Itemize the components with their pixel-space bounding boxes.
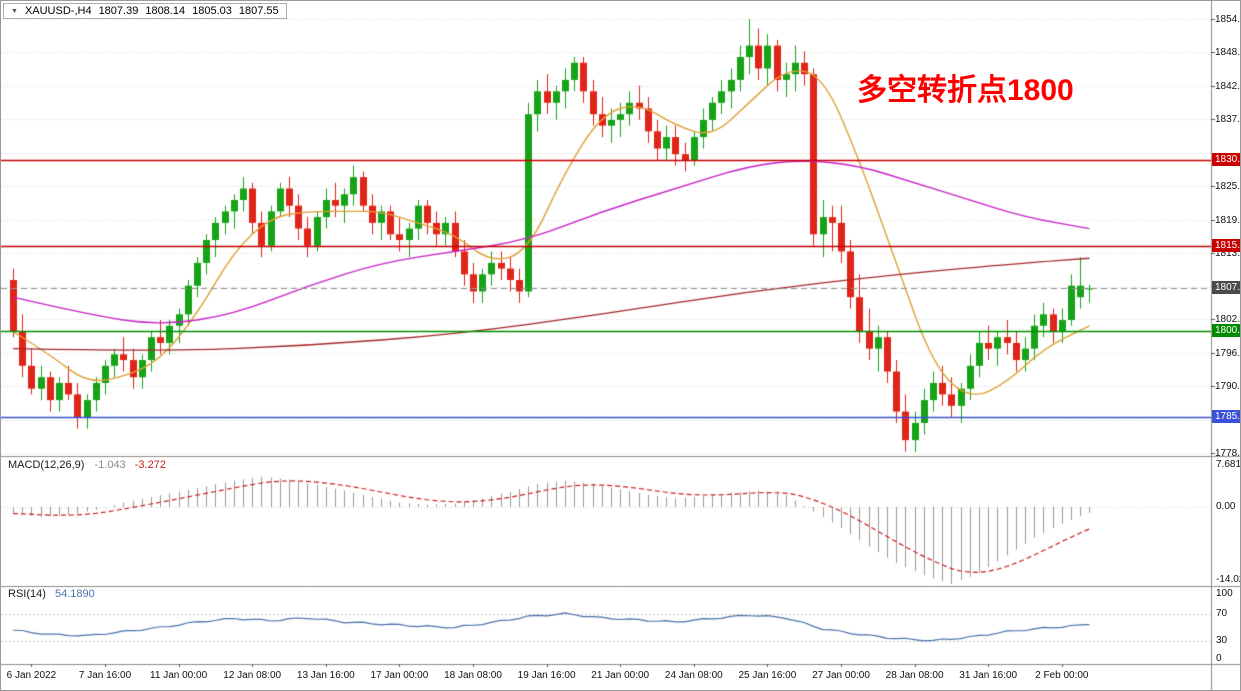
symbol-timeframe-label: XAUUSD-,H4 [24,5,92,17]
price-line-badge: 1785.00 [1212,410,1240,424]
price-tick-label: 1842.95 [1215,80,1241,92]
close-value: 1807.55 [238,5,279,17]
price-tick-label: 1854.65 [1215,14,1241,25]
ohlc-info-bar: ▼ XAUUSD-,H4 1807.39 1808.14 1805.03 180… [3,3,287,19]
price-tick-label: 1825.40 [1215,181,1241,193]
price-tick-label: 1848.80 [1215,47,1241,59]
open-value: 1807.39 [98,5,139,17]
annotation-text-object[interactable]: 多空转折点1800 [857,74,1074,107]
time-axis-label: 17 Jan 00:00 [370,670,429,681]
high-value: 1808.14 [145,5,186,17]
price-line-badge: 1800.00 [1212,324,1240,338]
time-axis-label: 18 Jan 08:00 [444,670,502,681]
time-axis-label: 6 Jan 2022 [6,670,57,681]
macd-signal-value: -3.272 [134,459,166,471]
time-axis-label: 12 Jan 08:00 [223,670,282,681]
macd-axis-min-label: -14.026 [1216,574,1240,585]
price-tick-label: 1790.45 [1215,381,1241,393]
time-axis-label: 7 Jan 16:00 [78,670,132,681]
price-tick-label: 1778.75 [1215,448,1241,459]
rsi-axis-70-label: 70 [1216,608,1228,619]
macd-indicator-label: MACD(12,26,9) -1.043 -3.272 [8,459,166,471]
rsi-name: RSI(14) [8,588,46,600]
price-line-badge: 1830.00 [1212,152,1240,166]
time-axis-label: 27 Jan 00:00 [812,670,870,681]
time-axis-label: 31 Jan 16:00 [959,670,1018,681]
time-axis-label: 24 Jan 08:00 [664,670,723,681]
collapse-chevron-icon[interactable]: ▼ [11,7,18,15]
rsi-value: 54.1890 [54,588,95,600]
macd-main-value: -1.043 [94,459,126,471]
macd-axis-zero-label: 0.00 [1216,501,1236,512]
time-axis-label: 13 Jan 16:00 [296,670,355,681]
time-axis-label: 25 Jan 16:00 [738,670,797,681]
price-line-badge: 1807.55 [1212,281,1240,295]
price-tick-label: 1819.55 [1215,214,1241,226]
rsi-axis-0-label: 0 [1216,653,1222,664]
low-value: 1805.03 [192,5,232,17]
time-axis-label: 21 Jan 00:00 [591,670,650,681]
time-axis-label: 11 Jan 00:00 [150,670,208,681]
price-tick-label: 1796.30 [1215,347,1241,359]
rsi-axis-30-label: 30 [1216,635,1228,646]
macd-axis-max-label: 7.681 [1216,459,1241,470]
price-tick-label: 1813.70 [1215,248,1241,260]
time-axis-label: 2 Feb 00:00 [1035,670,1089,681]
price-line-badge: 1815.00 [1212,238,1240,252]
macd-name: MACD(12,26,9) [8,459,85,471]
price-tick-label: 1802.15 [1215,314,1241,326]
time-axis-label: 28 Jan 08:00 [885,670,944,681]
rsi-indicator-label: RSI(14) 54.1890 [8,588,95,600]
time-axis-label: 19 Jan 16:00 [517,670,576,681]
price-tick-label: 1837.10 [1215,114,1241,126]
rsi-axis-100-label: 100 [1216,588,1233,599]
